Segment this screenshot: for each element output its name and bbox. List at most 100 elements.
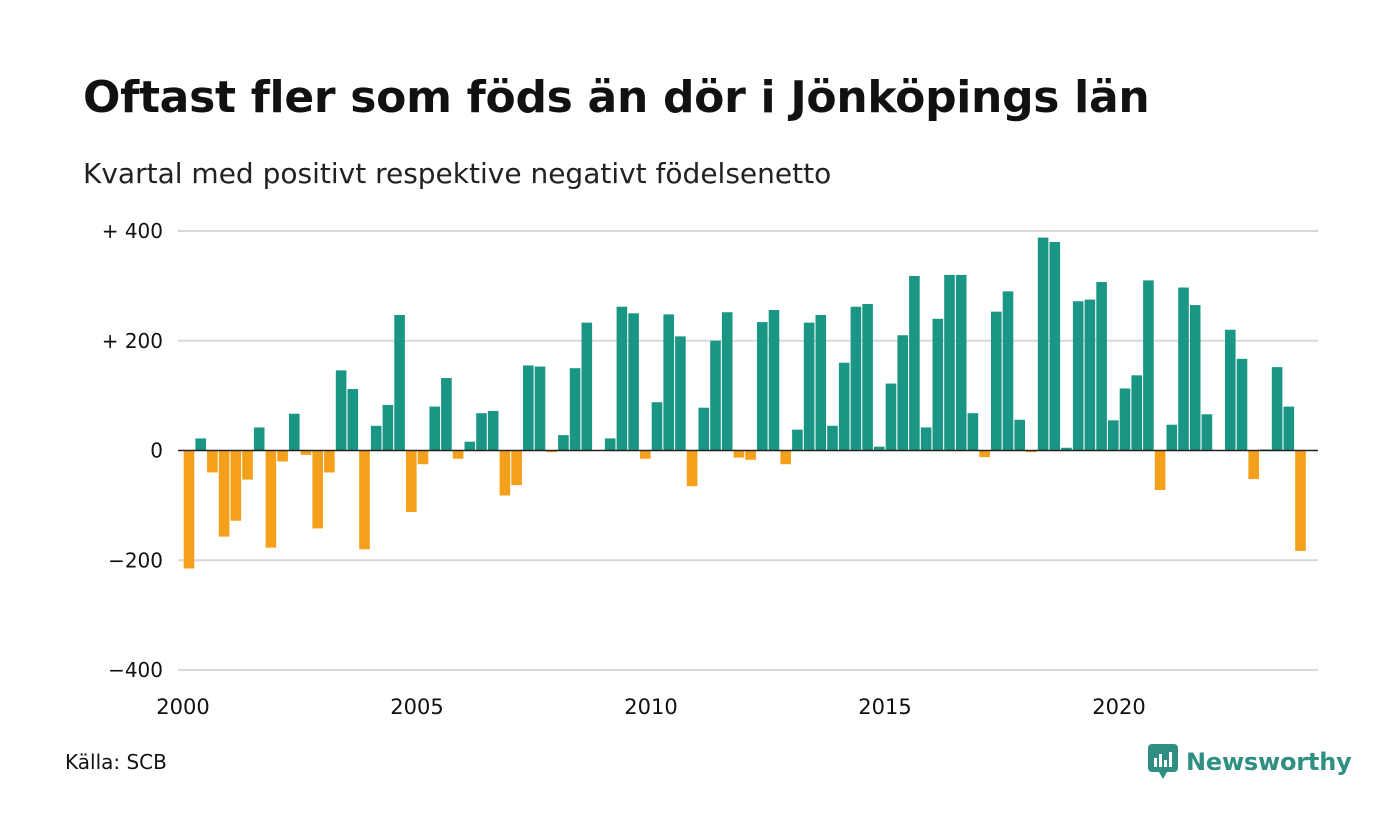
x-tick-label: 2000 bbox=[156, 695, 209, 719]
bar-negative bbox=[640, 450, 651, 459]
bar-positive bbox=[523, 365, 534, 451]
bar-positive bbox=[253, 427, 265, 451]
bar-negative bbox=[979, 450, 990, 458]
bar-positive bbox=[862, 303, 873, 451]
x-tick-label: 2010 bbox=[624, 695, 677, 719]
bar-positive bbox=[441, 378, 452, 451]
bar-positive bbox=[955, 274, 967, 451]
bar-negative bbox=[277, 450, 288, 462]
bar-negative bbox=[546, 450, 557, 453]
chart-title: Oftast fler som föds än dör i Jönköpings… bbox=[83, 72, 1150, 123]
bar-negative bbox=[359, 450, 370, 550]
bar-positive bbox=[815, 314, 827, 451]
chart-subtitle: Kvartal med positivt respektive negativt… bbox=[83, 157, 832, 190]
bar-positive bbox=[1049, 241, 1061, 451]
bar-negative bbox=[1248, 450, 1259, 480]
bar-negative bbox=[745, 450, 756, 460]
bar-positive bbox=[1084, 299, 1096, 451]
bar-positive bbox=[944, 274, 955, 451]
bar-positive bbox=[721, 312, 733, 451]
bar-positive bbox=[874, 446, 885, 451]
bar-positive bbox=[1201, 414, 1213, 451]
bar-positive bbox=[1189, 305, 1201, 451]
bar-positive bbox=[616, 306, 628, 451]
bar-positive bbox=[663, 314, 674, 451]
bar-positive bbox=[1283, 406, 1295, 451]
newsworthy-logo-icon bbox=[1148, 744, 1178, 779]
bar-positive bbox=[1072, 301, 1084, 451]
bar-positive bbox=[1014, 419, 1025, 451]
bar-positive bbox=[476, 413, 487, 451]
bar-positive bbox=[569, 368, 581, 451]
bar-negative bbox=[452, 450, 464, 459]
bar-positive bbox=[1143, 280, 1154, 451]
bar-negative bbox=[242, 450, 253, 480]
bar-positive bbox=[991, 311, 1002, 451]
x-tick-label: 2020 bbox=[1092, 695, 1145, 719]
brand-name: Newsworthy bbox=[1186, 748, 1352, 776]
x-axis-labels: 2000 2005 2010 2015 2020 bbox=[156, 695, 1145, 719]
bar-positive bbox=[604, 438, 616, 451]
bar-positive bbox=[464, 441, 476, 451]
bar-positive bbox=[1271, 367, 1283, 451]
bar-positive bbox=[1037, 237, 1049, 451]
source-label: Källa: SCB bbox=[65, 750, 167, 774]
bar-negative bbox=[312, 450, 323, 529]
bar-negative bbox=[499, 450, 511, 496]
bar-negative bbox=[686, 450, 698, 487]
bar-positive bbox=[1225, 329, 1236, 451]
bar-positive bbox=[558, 435, 569, 451]
bar-positive bbox=[1108, 420, 1119, 451]
bar-positive bbox=[803, 322, 815, 451]
bar-negative bbox=[1026, 450, 1037, 453]
bar-negative bbox=[218, 450, 230, 537]
brand-logo: Newsworthy bbox=[1148, 744, 1352, 780]
bar-positive bbox=[1002, 291, 1014, 451]
bar-positive bbox=[347, 389, 359, 451]
bar-negative bbox=[207, 450, 218, 473]
y-tick-label: −200 bbox=[108, 548, 163, 572]
bar-negative bbox=[780, 450, 791, 465]
bar-positive bbox=[1236, 358, 1248, 451]
bar-positive bbox=[675, 336, 686, 451]
bar-positive bbox=[1061, 447, 1072, 451]
bar-positive bbox=[710, 340, 721, 451]
bar-positive bbox=[920, 427, 932, 451]
bar-positive bbox=[1119, 388, 1131, 451]
bar-positive bbox=[394, 314, 405, 451]
bar-positive bbox=[370, 425, 382, 451]
y-tick-label: −400 bbox=[108, 658, 163, 682]
bar-positive bbox=[1166, 424, 1178, 451]
bar-negative bbox=[733, 450, 745, 458]
bar-negative bbox=[265, 450, 277, 548]
bar-positive bbox=[768, 310, 780, 451]
bar-negative bbox=[511, 450, 522, 486]
bar-positive bbox=[1131, 375, 1142, 451]
bar-positive bbox=[757, 322, 768, 451]
bar-positive bbox=[967, 413, 979, 451]
x-tick-label: 2015 bbox=[858, 695, 911, 719]
x-tick-label: 2005 bbox=[390, 695, 443, 719]
bar-positive bbox=[698, 407, 710, 451]
bar-positive bbox=[827, 425, 838, 451]
bar-positive bbox=[885, 383, 897, 451]
y-tick-label: + 400 bbox=[102, 219, 163, 243]
bar-negative bbox=[324, 450, 335, 473]
y-axis-labels: + 400 + 200 0 −200 −400 bbox=[102, 219, 163, 682]
y-tick-label: 0 bbox=[150, 439, 163, 463]
bar-negative bbox=[300, 450, 312, 455]
bars bbox=[183, 237, 1306, 569]
bar-negative bbox=[1154, 450, 1166, 491]
bar-positive bbox=[581, 322, 593, 451]
bar-positive bbox=[651, 402, 663, 451]
bar-positive bbox=[792, 429, 803, 451]
bar-positive bbox=[195, 438, 206, 451]
bar-positive bbox=[838, 362, 850, 451]
bar-positive bbox=[1178, 287, 1189, 451]
y-tick-label: + 200 bbox=[102, 329, 163, 353]
bar-negative bbox=[1295, 450, 1306, 551]
bar-positive bbox=[909, 276, 920, 451]
bar-positive bbox=[628, 313, 639, 451]
bar-positive bbox=[335, 370, 347, 451]
